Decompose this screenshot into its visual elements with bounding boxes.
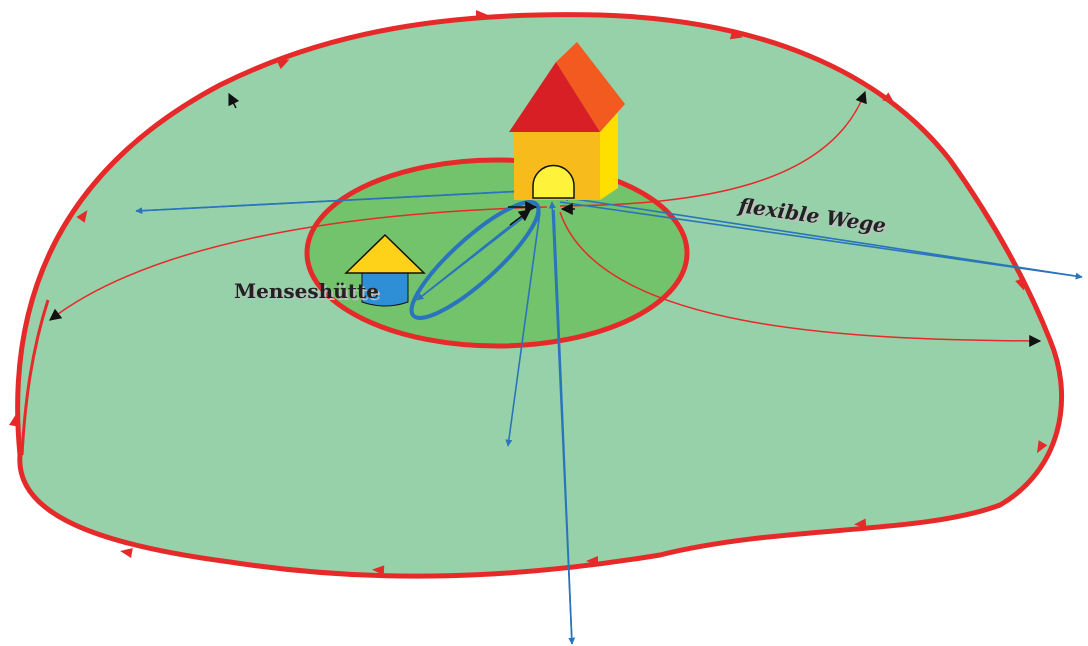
black-arrow (228, 92, 240, 109)
menstrual-hut (344, 233, 426, 307)
flexible-paths (135, 186, 1083, 645)
house-side-wall (600, 112, 618, 200)
return-arrows (508, 201, 575, 226)
hut-roof (344, 233, 426, 274)
boundary-direction-arrows (9, 10, 1048, 576)
main-house (509, 42, 625, 200)
hut-label: Menseshütte (234, 279, 379, 303)
house-roof-front (509, 62, 600, 132)
house-door (532, 164, 575, 199)
hut-body (361, 272, 409, 307)
inner-zone (304, 157, 690, 349)
left-edge-path (20, 299, 50, 456)
hut-label-shadow: Menseshütte (236, 281, 381, 305)
house-roof-side (556, 42, 625, 132)
